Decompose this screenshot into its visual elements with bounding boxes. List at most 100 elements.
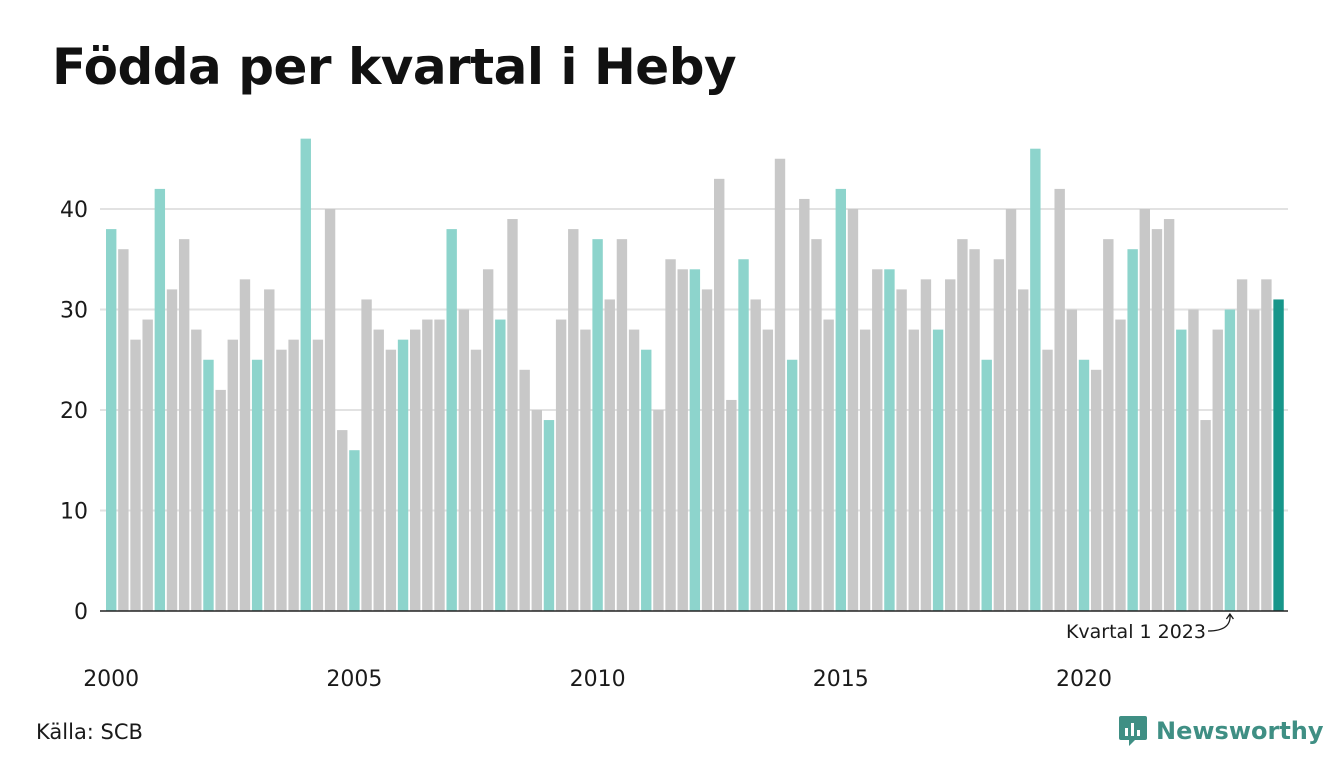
- annotation-label: Kvartal 1 2023: [1066, 621, 1206, 643]
- bar: [750, 299, 761, 611]
- x-tick-label: 2010: [570, 667, 626, 692]
- bar: [1005, 209, 1017, 611]
- bar: [981, 359, 992, 611]
- bar: [1176, 329, 1187, 611]
- bar: [239, 279, 251, 611]
- bar: [337, 430, 348, 611]
- bar: [470, 349, 482, 611]
- bar: [811, 239, 822, 611]
- bar: [1115, 319, 1126, 611]
- bar: [799, 198, 810, 611]
- bar: [932, 329, 944, 611]
- bar: [823, 319, 834, 611]
- bar: [568, 229, 579, 611]
- y-tick-label: 0: [74, 600, 88, 625]
- bar: [920, 279, 932, 611]
- bar: [251, 359, 263, 611]
- bar: [714, 178, 725, 611]
- x-tick-label: 2015: [813, 667, 869, 692]
- bar: [215, 389, 226, 611]
- bar: [166, 289, 178, 611]
- bar: [628, 329, 640, 611]
- bar: [689, 269, 701, 611]
- bar: [872, 269, 883, 611]
- bar: [422, 319, 433, 611]
- bars: [106, 138, 1284, 612]
- brand-logo: Newsworthy: [1118, 714, 1324, 748]
- bar: [434, 319, 445, 611]
- bar: [1151, 229, 1163, 611]
- bar: [859, 329, 871, 611]
- bar: [616, 239, 628, 611]
- bar: [774, 158, 786, 611]
- bar: [397, 339, 409, 611]
- bar: [1078, 359, 1090, 611]
- chart-title: Födda per kvartal i Heby: [52, 38, 737, 96]
- bar: [641, 349, 652, 611]
- bar: [1261, 279, 1272, 611]
- bar: [458, 309, 470, 611]
- bar: [555, 319, 567, 611]
- bar: [1054, 188, 1065, 611]
- source-note: Källa: SCB: [36, 720, 143, 744]
- bar: [1212, 329, 1223, 611]
- bar: [604, 299, 615, 611]
- bar: [884, 269, 895, 611]
- bar: [1188, 309, 1199, 611]
- bar: [203, 359, 214, 611]
- bar: [130, 339, 141, 611]
- bar: [118, 249, 129, 611]
- bar: [288, 339, 299, 611]
- bar: [191, 329, 202, 611]
- y-tick-label: 10: [60, 500, 88, 525]
- bar: [264, 289, 275, 611]
- bar: [665, 259, 676, 611]
- bar: [1090, 369, 1102, 611]
- bar: [908, 329, 919, 611]
- newsworthy-logo-icon: [1119, 716, 1147, 746]
- bar: [312, 339, 324, 611]
- bar: [1042, 349, 1053, 611]
- bar: [1018, 289, 1029, 611]
- bar: [507, 219, 518, 612]
- bar: [653, 410, 664, 611]
- bar: [1127, 249, 1138, 611]
- bar: [142, 319, 153, 611]
- bar: [531, 410, 542, 611]
- bar: [738, 259, 749, 611]
- bar: [1224, 309, 1236, 611]
- bar: [896, 289, 907, 611]
- bar: [835, 188, 846, 611]
- bar: [580, 329, 591, 611]
- bar: [482, 269, 494, 611]
- bar: [1030, 148, 1041, 611]
- bar: [324, 209, 336, 611]
- bar: [519, 369, 530, 611]
- bar: [106, 229, 117, 611]
- bar: [410, 329, 421, 611]
- bar: [1200, 420, 1211, 611]
- bar: [786, 359, 798, 611]
- annotation: Kvartal 1 2023: [1066, 612, 1234, 643]
- bar: [178, 239, 190, 611]
- bar: [762, 329, 774, 611]
- bar: [1103, 239, 1114, 611]
- x-tick-label: 2000: [83, 667, 139, 692]
- y-tick-label: 20: [60, 399, 88, 424]
- y-tick-label: 40: [60, 198, 88, 223]
- bar: [945, 279, 956, 611]
- bar: [385, 349, 397, 611]
- brand-name: Newsworthy: [1156, 717, 1324, 745]
- bar: [1139, 209, 1150, 611]
- bar: [373, 329, 384, 611]
- bar: [993, 259, 1005, 611]
- bar: [726, 399, 737, 611]
- bar: [1273, 299, 1284, 611]
- bar: [969, 249, 980, 611]
- bar: [677, 269, 688, 611]
- bar: [592, 239, 603, 611]
- bar: [276, 349, 287, 611]
- bar: [701, 289, 713, 611]
- bar: [300, 138, 311, 611]
